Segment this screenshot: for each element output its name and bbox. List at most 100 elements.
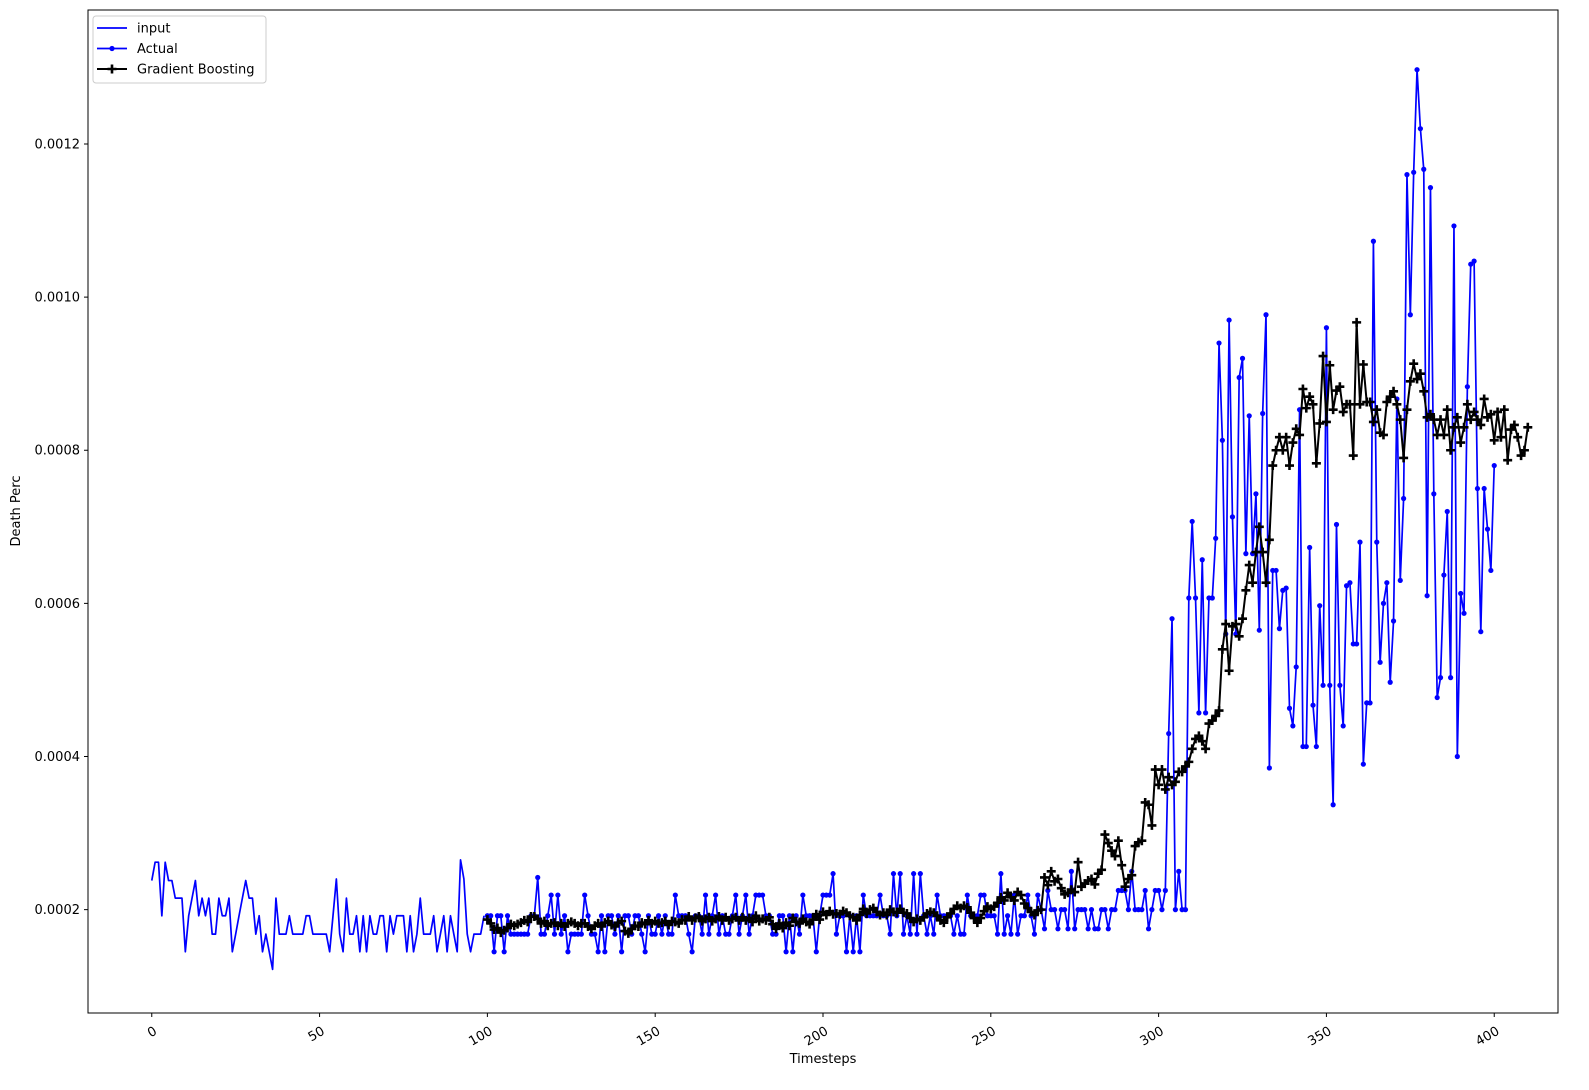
data-point-gradient-boosting xyxy=(1217,644,1227,654)
data-point-actual xyxy=(860,892,866,898)
data-point-gradient-boosting xyxy=(1459,422,1469,432)
data-point-gradient-boosting xyxy=(1090,879,1100,889)
data-point-actual xyxy=(1397,577,1403,584)
data-point-actual xyxy=(1095,926,1101,932)
data-point-actual xyxy=(1216,340,1222,346)
data-point-actual xyxy=(1481,485,1487,492)
data-point-actual xyxy=(1062,907,1068,913)
y-axis-label: Death Perc xyxy=(9,475,24,546)
data-point-gradient-boosting xyxy=(1419,386,1429,396)
data-point-gradient-boosting xyxy=(1113,836,1123,846)
data-point-gradient-boosting xyxy=(1177,767,1187,777)
data-point-gradient-boosting xyxy=(1415,369,1425,379)
data-point-actual xyxy=(598,913,605,919)
data-point-gradient-boosting xyxy=(1103,838,1113,848)
data-point-gradient-boosting xyxy=(523,917,533,927)
data-point-gradient-boosting xyxy=(972,918,982,928)
data-point-actual xyxy=(602,949,608,955)
data-point-actual xyxy=(964,892,970,898)
data-point-actual xyxy=(1213,535,1219,541)
data-point-actual xyxy=(635,913,642,919)
data-point-actual xyxy=(1266,765,1272,771)
data-point-gradient-boosting xyxy=(1295,430,1305,440)
data-point-actual xyxy=(1192,595,1199,601)
data-point-gradient-boosting xyxy=(1207,716,1217,726)
data-point-actual xyxy=(1390,618,1397,624)
data-point-actual xyxy=(951,931,957,937)
data-point-gradient-boosting xyxy=(979,906,989,916)
data-point-actual xyxy=(1421,166,1427,172)
data-point-gradient-boosting xyxy=(1285,461,1295,471)
x-tick-label: 300 xyxy=(1138,1024,1167,1049)
data-point-actual xyxy=(1065,926,1071,932)
data-point-actual xyxy=(1354,641,1360,647)
data-point-actual xyxy=(1226,317,1232,323)
data-point-actual xyxy=(669,931,675,937)
data-point-gradient-boosting xyxy=(1248,578,1258,588)
data-point-gradient-boosting xyxy=(1214,706,1224,716)
data-point-gradient-boosting xyxy=(1321,417,1331,427)
data-point-gradient-boosting xyxy=(1157,765,1167,775)
data-point-gradient-boosting xyxy=(993,898,1003,908)
y-axis: 0.0002 0.0004 0.0006 0.0008 0.0010 0.0012 xyxy=(35,137,88,918)
data-point-actual xyxy=(689,949,695,955)
data-point-actual xyxy=(551,931,558,937)
data-point-actual xyxy=(1139,907,1145,913)
y-tick-label: 0.0012 xyxy=(35,137,81,152)
data-point-actual xyxy=(1112,907,1118,913)
data-point-gradient-boosting xyxy=(1086,874,1096,884)
data-point-gradient-boosting xyxy=(1325,360,1335,370)
data-point-actual xyxy=(733,892,739,898)
data-point-actual xyxy=(1256,627,1262,633)
data-point-actual xyxy=(1327,682,1333,688)
x-tick-label: 200 xyxy=(802,1024,831,1049)
data-point-gradient-boosting xyxy=(1100,830,1110,840)
data-point-gradient-boosting xyxy=(623,928,633,938)
data-point-actual xyxy=(1196,710,1202,716)
data-point-actual xyxy=(1276,626,1283,632)
x-tick-label: 250 xyxy=(970,1024,999,1049)
data-point-gradient-boosting xyxy=(1355,399,1365,409)
data-point-gradient-boosting xyxy=(1301,403,1311,413)
data-point-gradient-boosting xyxy=(778,923,788,933)
data-point-actual xyxy=(639,931,645,937)
data-point-actual xyxy=(706,931,712,937)
data-point-actual xyxy=(702,892,709,898)
data-point-actual xyxy=(1468,261,1474,267)
data-point-gradient-boosting xyxy=(1117,860,1127,870)
legend-label-gradient-boosting: Gradient Boosting xyxy=(137,63,255,78)
data-point-actual xyxy=(1367,700,1373,706)
data-point-actual xyxy=(746,931,752,937)
data-point-actual xyxy=(1417,126,1423,132)
data-point-actual xyxy=(619,949,625,955)
data-point-gradient-boosting xyxy=(1395,415,1405,425)
data-point-gradient-boosting xyxy=(1258,547,1268,557)
data-point-actual xyxy=(1004,913,1011,919)
data-point-actual xyxy=(585,913,591,919)
data-point-actual xyxy=(1041,926,1048,932)
data-point-actual xyxy=(1068,868,1074,874)
data-point-actual xyxy=(1236,374,1242,381)
data-point-actual xyxy=(659,931,665,937)
data-point-actual xyxy=(1243,551,1249,557)
data-point-actual xyxy=(1454,753,1460,760)
data-point-actual xyxy=(783,949,789,955)
y-tick-label: 0.0006 xyxy=(35,597,81,612)
data-point-actual xyxy=(1461,610,1467,616)
data-point-actual xyxy=(931,931,937,937)
data-point-actual xyxy=(981,892,987,898)
data-point-gradient-boosting xyxy=(1516,451,1526,461)
data-point-gradient-boosting xyxy=(1506,425,1516,435)
data-point-actual xyxy=(800,892,806,898)
data-point-gradient-boosting xyxy=(1211,711,1221,721)
data-point-gradient-boosting xyxy=(1238,614,1248,624)
y-tick-label: 0.0002 xyxy=(35,903,81,918)
data-point-actual xyxy=(759,892,766,898)
data-point-actual xyxy=(716,931,722,937)
data-point-actual xyxy=(1105,926,1111,932)
data-point-gradient-boosting xyxy=(1489,435,1499,445)
legend: input Actual Gradient Boosting xyxy=(92,15,267,84)
data-point-actual xyxy=(558,931,564,937)
data-point-gradient-boosting xyxy=(1311,458,1321,468)
data-point-actual xyxy=(1055,926,1061,932)
